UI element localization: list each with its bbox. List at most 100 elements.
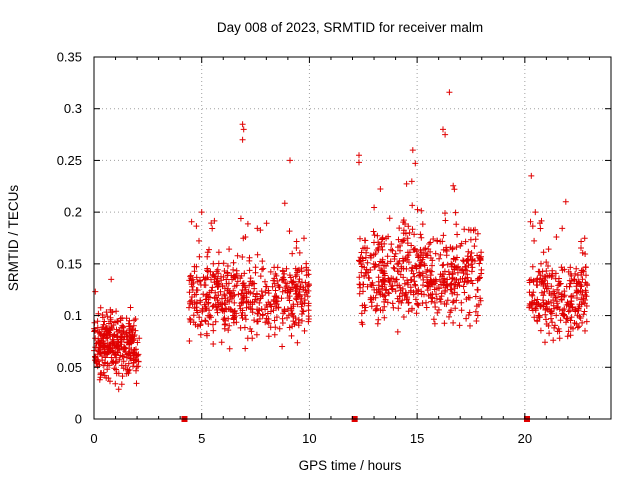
- data-point: [197, 281, 204, 288]
- data-point: [230, 273, 237, 280]
- data-point: [108, 354, 115, 361]
- data-point: [381, 314, 388, 321]
- data-point: [298, 303, 305, 310]
- data-point: [385, 233, 392, 240]
- data-point: [383, 286, 390, 293]
- data-point: [273, 314, 280, 321]
- data-point: [554, 294, 560, 301]
- data-point: [559, 225, 566, 232]
- data-point: [101, 372, 108, 379]
- data-point: [130, 359, 137, 366]
- data-point: [111, 331, 118, 338]
- data-point: [188, 218, 195, 225]
- data-point: [123, 354, 130, 361]
- data-point: [533, 276, 540, 283]
- data-point: [109, 347, 115, 354]
- data-point: [454, 269, 461, 276]
- data-point: [402, 230, 409, 237]
- data-point: [571, 320, 578, 326]
- data-point: [420, 246, 427, 253]
- data-point: [274, 264, 281, 271]
- data-point: [94, 318, 101, 325]
- data-point: [439, 262, 446, 269]
- data-point: [526, 304, 533, 311]
- data-point: [540, 249, 547, 256]
- data-point: [416, 272, 422, 279]
- data-point: [461, 289, 468, 296]
- data-point: [259, 311, 266, 318]
- data-point: [378, 267, 385, 274]
- data-point: [193, 223, 200, 230]
- data-point: [405, 279, 412, 286]
- data-point: [186, 315, 193, 322]
- data-point: [257, 295, 264, 302]
- data-point: [538, 217, 545, 224]
- data-point: [100, 342, 107, 349]
- data-point: [420, 276, 427, 283]
- data-point: [580, 311, 587, 318]
- data-point: [404, 256, 411, 263]
- data-points: [91, 89, 591, 422]
- data-point: [219, 295, 225, 302]
- data-point: [438, 293, 445, 300]
- data-point: [105, 345, 112, 352]
- data-point: [288, 332, 295, 339]
- data-point: [122, 348, 129, 355]
- data-point: [193, 291, 200, 298]
- data-point: [396, 225, 403, 232]
- data-point: [455, 279, 462, 286]
- data-point: [124, 366, 131, 373]
- data-point: [256, 299, 263, 306]
- data-point: [113, 308, 120, 315]
- data-point: [186, 298, 193, 305]
- data-point: [426, 241, 433, 247]
- data-point: [477, 295, 484, 302]
- data-point: [118, 343, 125, 350]
- data-point: [225, 306, 232, 312]
- data-point: [305, 307, 312, 314]
- data-point: [204, 249, 211, 256]
- data-point: [281, 200, 288, 207]
- data-point: [241, 294, 248, 301]
- data-point: [190, 312, 197, 319]
- data-point: [381, 268, 388, 275]
- data-point: [564, 333, 571, 340]
- data-point: [448, 286, 455, 293]
- data-point: [397, 247, 403, 254]
- data-point: [542, 307, 549, 313]
- data-point: [572, 307, 579, 314]
- data-point: [440, 126, 446, 133]
- data-point: [254, 251, 261, 258]
- chart-title: Day 008 of 2023, SRMTID for receiver mal…: [217, 20, 483, 35]
- data-point: [565, 268, 572, 275]
- data-point: [125, 320, 132, 327]
- data-point: [581, 308, 588, 315]
- data-point: [415, 286, 422, 293]
- data-point: [440, 282, 447, 289]
- data-point: [104, 334, 111, 341]
- data-point: [357, 235, 363, 242]
- data-point: [296, 276, 303, 283]
- data-point: [287, 157, 293, 164]
- data-point: [100, 321, 107, 328]
- data-point: [422, 250, 429, 257]
- data-point: [563, 302, 570, 308]
- data-point: [212, 318, 219, 325]
- data-point: [454, 291, 461, 298]
- data-point: [247, 289, 254, 296]
- data-point: [295, 322, 302, 329]
- data-point: [267, 324, 274, 331]
- data-point: [299, 317, 305, 324]
- data-point: [297, 283, 304, 290]
- data-point: [584, 282, 591, 289]
- y-tick-label: 0: [75, 412, 82, 427]
- data-point: [104, 313, 111, 320]
- data-point: [209, 284, 216, 291]
- data-point: [575, 278, 582, 285]
- data-point: [286, 324, 293, 331]
- data-point: [227, 294, 234, 301]
- data-point: [379, 307, 386, 314]
- data-point: [405, 299, 412, 306]
- data-point: [92, 357, 98, 364]
- data-point: [448, 263, 455, 270]
